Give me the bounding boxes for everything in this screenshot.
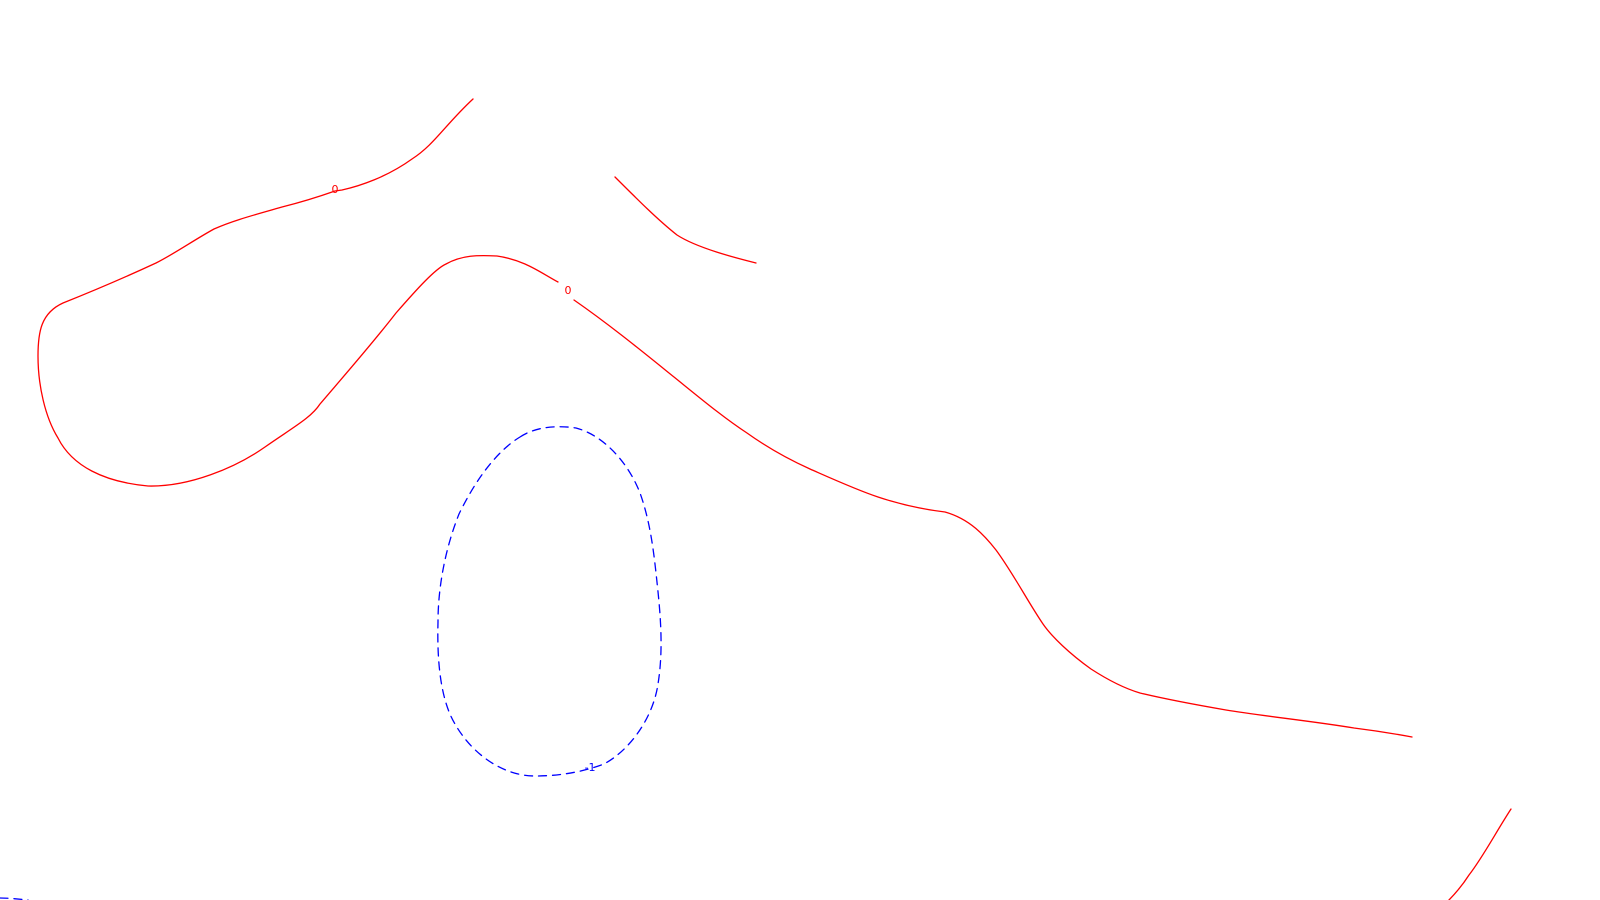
negative-contour-bottom-left-fragment xyxy=(0,897,29,900)
zero-contour-upper-line xyxy=(37,98,559,487)
zero-contour-upper-label: 0 xyxy=(332,183,339,196)
zero-contour-lower-right-segment xyxy=(1448,808,1512,900)
negative-one-contour-loop xyxy=(437,426,662,777)
negative-one-contour-label: -1 xyxy=(585,761,596,774)
zero-contour-short-segment xyxy=(614,176,757,264)
zero-contour-middle-label: 0 xyxy=(565,284,572,297)
zero-contour-main-line xyxy=(573,299,1413,738)
